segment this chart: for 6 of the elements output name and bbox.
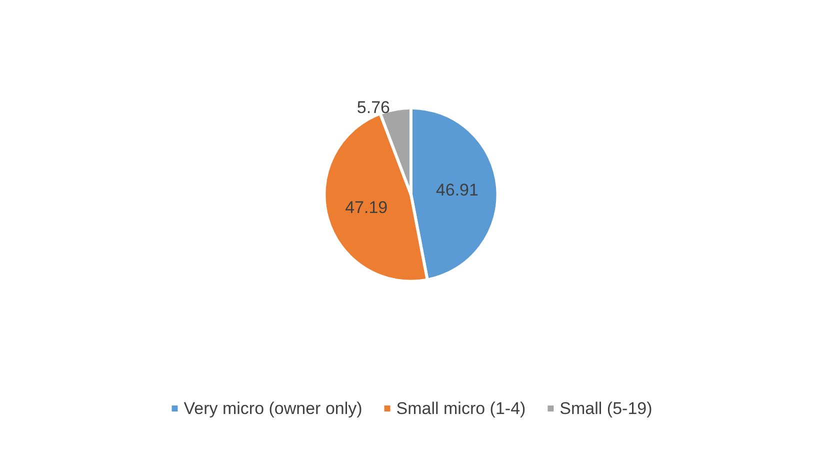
legend-label: Small (5-19) [560, 399, 652, 418]
legend-label: Very micro (owner only) [184, 399, 362, 418]
data-label: 5.76 [356, 98, 390, 117]
data-label: 47.19 [345, 198, 388, 217]
legend-label: Small micro (1-4) [396, 399, 526, 418]
data-label: 46.91 [436, 180, 478, 200]
